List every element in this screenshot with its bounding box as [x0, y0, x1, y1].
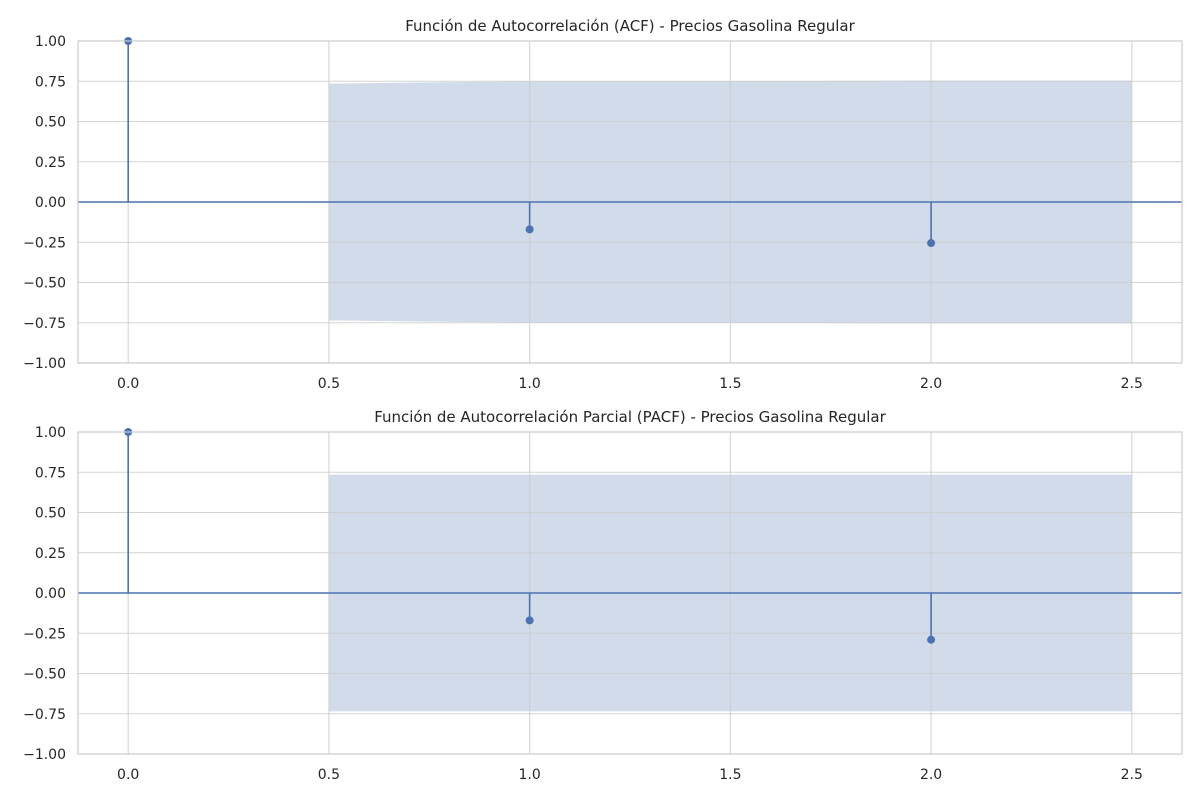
y-tick-label: 1.00 [35, 34, 66, 50]
plot-frame [77, 431, 1183, 755]
x-tick-label: 1.0 [519, 376, 541, 392]
x-tick-label: 1.0 [519, 767, 541, 783]
y-tick-label: 0.50 [35, 506, 66, 522]
chart-panel-acf: 0.0 0.5 1.0 1.5 2.0 2.5 1.00 0.75 0.50 0.25 0.00 −0… [23, 17, 1183, 392]
x-tick-label: 0.0 [117, 376, 139, 392]
y-tick-label: 1.00 [35, 425, 66, 441]
stem-marker [927, 239, 936, 248]
x-tick-label: 2.5 [1121, 767, 1143, 783]
stem-marker [525, 225, 534, 234]
stem-marker [525, 616, 534, 625]
y-tick-label: 0.25 [35, 546, 66, 562]
x-tick-label: 0.5 [318, 767, 340, 783]
plot-frame [77, 40, 1183, 364]
x-tick-label: 1.5 [719, 376, 741, 392]
y-tick-label: −0.50 [23, 667, 66, 683]
y-tick-label: −1.00 [23, 747, 66, 763]
y-tick-label: −1.00 [23, 356, 66, 372]
y-tick-label: 0.75 [35, 74, 66, 90]
chart-title: Función de Autocorrelación Parcial (PACF… [374, 408, 886, 426]
x-tick-label: 0.5 [318, 376, 340, 392]
x-tick-label: 0.0 [117, 767, 139, 783]
y-tick-label: 0.75 [35, 465, 66, 481]
x-tick-label: 2.5 [1121, 376, 1143, 392]
y-tick-label: 0.25 [35, 155, 66, 171]
chart-title: Función de Autocorrelación (ACF) - Preci… [405, 17, 855, 35]
y-tick-label: 0.00 [35, 586, 66, 602]
chart-panel-pacf: 0.0 0.5 1.0 1.5 2.0 2.5 1.00 0.75 0.50 0.25 0.00 −0… [23, 408, 1183, 783]
y-tick-label: −0.75 [23, 316, 66, 332]
y-tick-label: 0.50 [35, 115, 66, 131]
y-tick-label: −0.25 [23, 626, 66, 642]
x-tick-label: 1.5 [719, 767, 741, 783]
y-tick-label: −0.75 [23, 707, 66, 723]
y-tick-label: 0.00 [35, 195, 66, 211]
y-tick-label: −0.25 [23, 235, 66, 251]
x-tick-label: 2.0 [920, 767, 942, 783]
y-tick-label: −0.50 [23, 276, 66, 292]
x-tick-label: 2.0 [920, 376, 942, 392]
stem-marker [927, 635, 936, 644]
